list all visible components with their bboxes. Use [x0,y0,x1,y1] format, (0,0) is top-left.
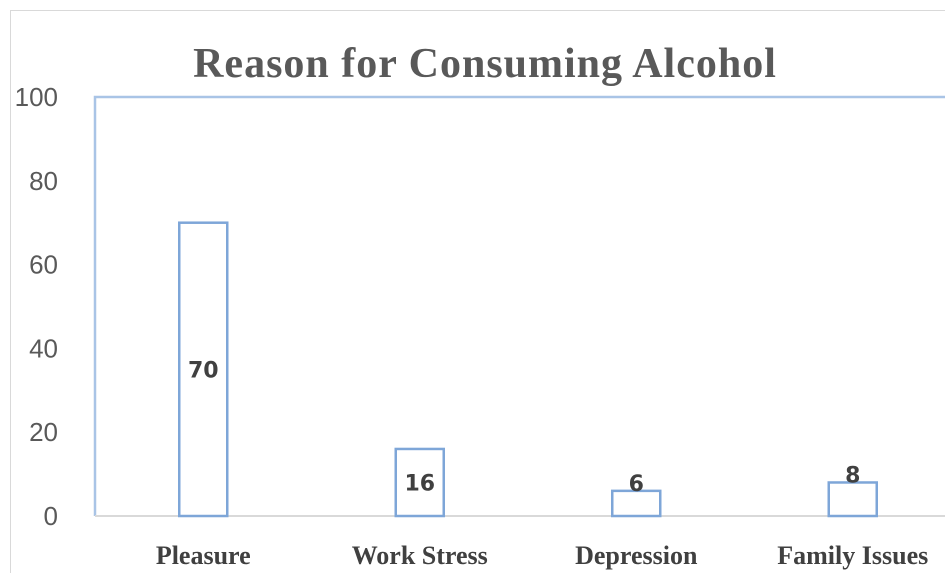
bar-depression [611,489,662,518]
data-label: 70 [188,358,219,383]
y-tick-label: 60 [29,250,58,280]
data-labels: 70 16 6 8 [188,358,860,497]
x-tick-label: Work Stress [352,541,488,570]
y-tick-label: 100 [15,82,58,112]
y-tick-label: 0 [44,501,58,531]
chart-frame [10,10,945,573]
y-tick-label: 80 [29,166,58,196]
plot-area [93,95,945,517]
x-tick-label: Pleasure [156,541,251,570]
data-label: 8 [845,463,860,488]
bar-family-issues [827,481,878,518]
bar-work-stress [394,447,445,518]
x-tick-label: Family Issues [777,541,928,570]
bar-pleasure [178,221,229,518]
bars [178,221,878,518]
data-label: 16 [404,471,435,496]
y-tick-label: 20 [29,417,58,447]
plot-border [93,95,945,516]
x-tick-label: Depression [575,541,698,570]
y-tick-label: 40 [29,333,58,363]
data-label: 6 [629,472,644,497]
chart-title: Reason for Consuming Alcohol [193,41,777,87]
x-axis-labels: Pleasure Work Stress Depression Family Issu… [156,541,928,570]
y-axis-ticks: 0 20 40 60 80 100 [15,82,58,531]
